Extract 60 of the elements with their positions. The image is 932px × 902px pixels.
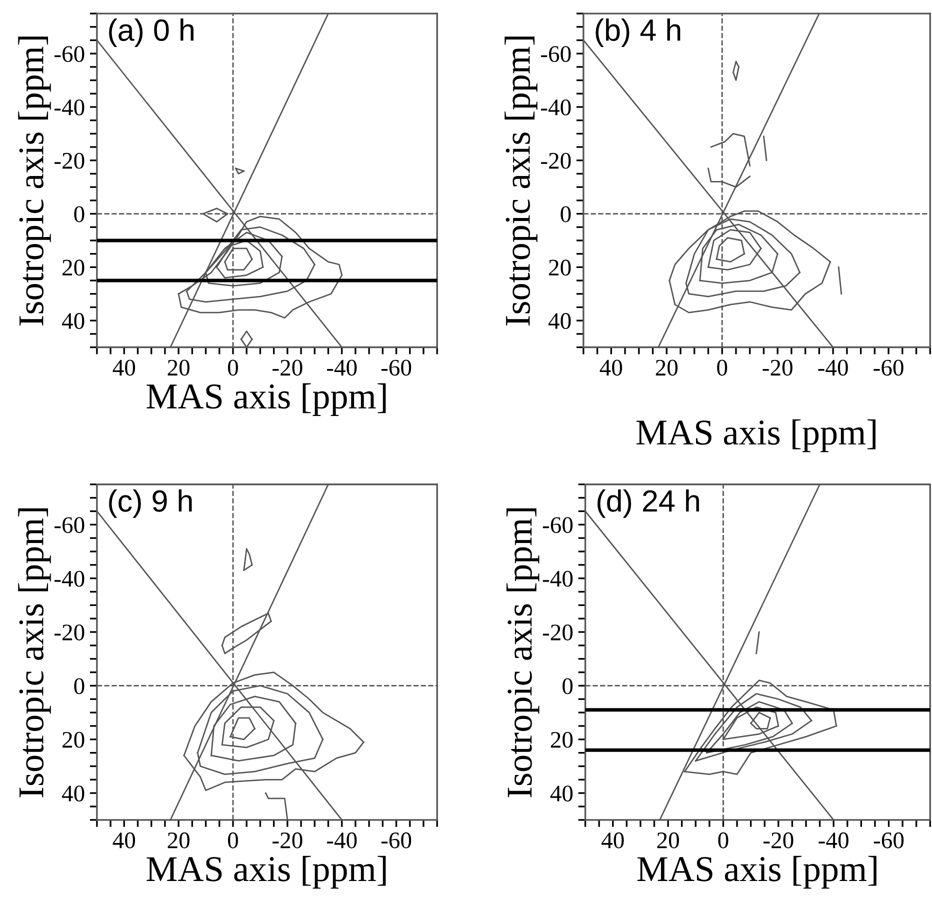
y-tick-label: -40 <box>54 99 84 116</box>
y-tick-label: 20 <box>549 260 571 276</box>
y-axis-title: Isotropic axis [ppm] <box>18 36 51 326</box>
x-tick-label: -20 <box>272 360 302 376</box>
y-tick-label: -60 <box>54 517 84 534</box>
y-tick-label: 0 <box>74 206 84 222</box>
y-tick-label: -60 <box>542 517 573 534</box>
y-tick-label: 20 <box>62 732 84 748</box>
y-tick-label: 20 <box>62 260 84 276</box>
y-tick-label: 40 <box>62 313 84 329</box>
x-axis-title: MAS axis [ppm] <box>146 383 386 416</box>
x-tick-label: 0 <box>718 832 728 848</box>
x-axis-title: MAS axis [ppm] <box>637 856 876 889</box>
x-tick-label: 0 <box>228 832 238 848</box>
x-tick-label: -60 <box>381 832 412 848</box>
x-tick-label: -60 <box>874 360 904 376</box>
x-tick-label: 40 <box>112 360 136 376</box>
y-tick-label: 0 <box>560 206 571 222</box>
x-tick-label: -20 <box>764 832 794 848</box>
y-tick-label: -60 <box>54 46 84 62</box>
x-tick-label: 40 <box>600 360 622 376</box>
x-tick-label: -40 <box>818 832 848 848</box>
y-tick-label: 0 <box>74 678 84 694</box>
y-axis-title: Isotropic axis [ppm] <box>18 508 51 798</box>
y-tick-label: -20 <box>54 624 84 640</box>
chart-title: (d) 24 h <box>598 489 699 518</box>
y-tick-label: -20 <box>541 152 571 169</box>
x-tick-label: 0 <box>228 360 238 376</box>
x-tick-label: 0 <box>717 360 728 376</box>
y-axis-title: Isotropic axis [ppm] <box>506 508 540 798</box>
y-tick-label: 40 <box>62 786 84 802</box>
x-tick-label: 20 <box>657 832 679 848</box>
y-tick-label: 20 <box>550 732 573 748</box>
y-tick-label: 40 <box>550 786 573 802</box>
y-tick-label: -40 <box>541 99 571 116</box>
y-tick-label: -40 <box>542 570 573 587</box>
chart-title: (c) 9 h <box>109 489 192 518</box>
y-tick-label: 40 <box>548 313 571 329</box>
x-tick-label: -40 <box>327 832 357 848</box>
x-tick-label: 20 <box>656 360 678 376</box>
y-tick-label: -20 <box>542 624 573 640</box>
x-axis-title: MAS axis [ppm] <box>146 856 386 889</box>
y-axis-title: Isotropic axis [ppm] <box>504 36 538 326</box>
x-tick-label: -60 <box>874 832 904 848</box>
y-tick-label: -20 <box>54 152 84 169</box>
x-tick-label: -20 <box>762 360 792 376</box>
y-tick-label: 0 <box>562 678 573 694</box>
x-tick-label: 20 <box>168 360 190 376</box>
y-tick-label: -60 <box>541 46 571 62</box>
x-axis-title: MAS axis [ppm] <box>636 419 876 452</box>
x-tick-label: 20 <box>168 832 190 848</box>
x-tick-label: 40 <box>112 832 136 848</box>
x-tick-label: -40 <box>327 360 357 376</box>
x-tick-label: -60 <box>381 360 412 376</box>
y-tick-label: -40 <box>54 570 84 587</box>
x-tick-label: 40 <box>602 832 624 848</box>
x-tick-label: -40 <box>818 360 848 376</box>
chart-title: (b) 4 h <box>596 18 680 48</box>
x-tick-label: -20 <box>272 832 302 848</box>
chart-title: (a) 0 h <box>109 18 194 48</box>
